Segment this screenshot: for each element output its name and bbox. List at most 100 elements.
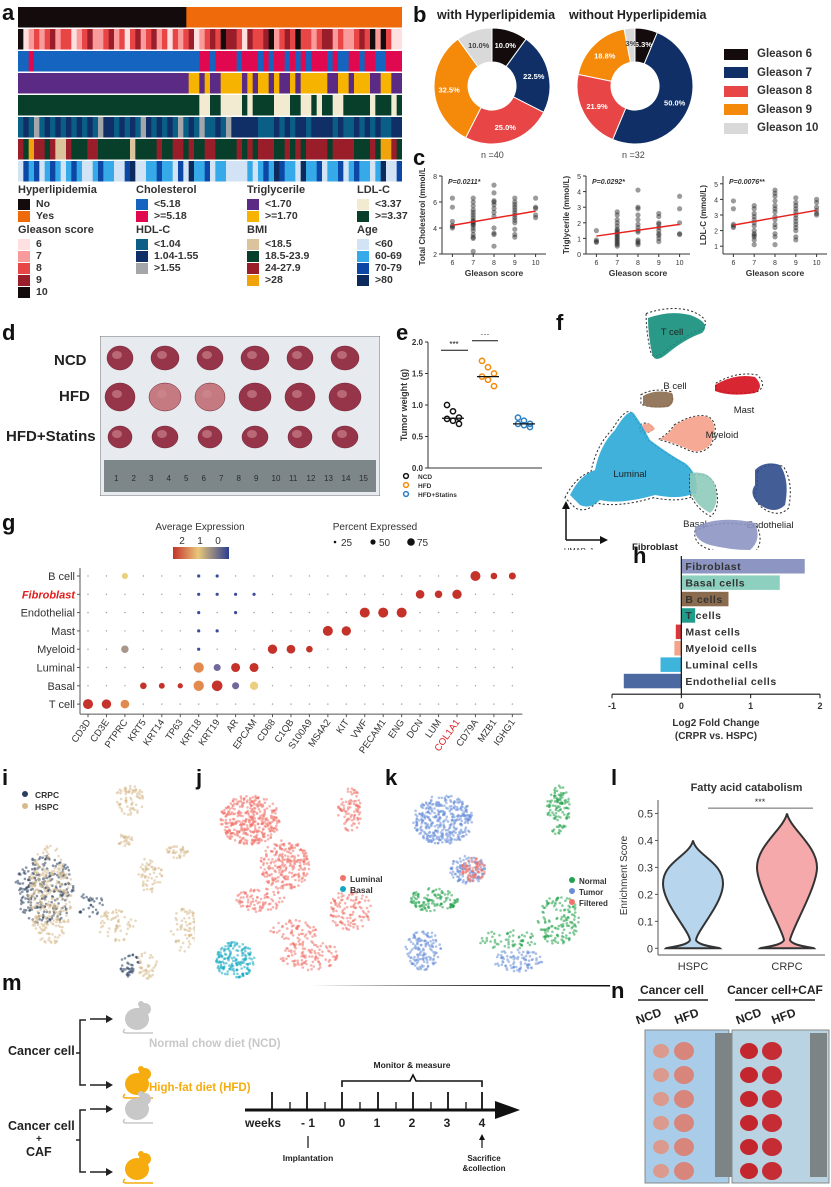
heatmap-cell <box>196 7 203 28</box>
umap-cluster <box>690 472 717 513</box>
heatmap-cell <box>311 117 318 138</box>
umap-point <box>354 902 357 905</box>
umap-point <box>32 920 35 924</box>
legend-swatch <box>247 262 259 274</box>
umap-point <box>129 806 132 810</box>
umap-point <box>436 896 439 900</box>
umap-point <box>64 891 68 895</box>
umap-point <box>563 813 566 816</box>
umap-point <box>316 957 320 960</box>
background-dot <box>456 666 458 669</box>
heatmap-cell <box>370 51 376 72</box>
umap-point <box>423 822 427 825</box>
umap-point <box>487 931 490 935</box>
data-point <box>614 240 620 246</box>
umap-point <box>275 822 279 825</box>
umap-point <box>246 809 249 813</box>
umap-point <box>340 892 343 895</box>
heatmap-cell <box>98 73 104 94</box>
legend-item: 10 <box>18 286 94 298</box>
heatmap-cell <box>316 95 323 116</box>
umap-point <box>269 836 272 839</box>
umap-point <box>344 828 348 831</box>
umap-point <box>130 838 134 842</box>
umap-point <box>562 935 565 939</box>
background-dot <box>345 703 347 705</box>
heatmap-cell <box>167 117 174 138</box>
legend-swatch <box>18 262 30 274</box>
umap-point <box>429 812 432 815</box>
umap-point <box>450 794 453 798</box>
umap-point <box>355 808 358 811</box>
background-dot <box>456 630 458 632</box>
heatmap-cell <box>114 139 120 160</box>
umap-point <box>436 955 440 959</box>
heatmap-cell <box>364 29 371 50</box>
umap-point <box>293 855 296 858</box>
data-point <box>512 231 518 238</box>
umap-point <box>229 802 233 805</box>
umap-point <box>125 790 129 794</box>
background-dot <box>364 593 366 595</box>
umap-point <box>226 805 230 809</box>
umap-point <box>417 895 420 899</box>
heatmap-cell <box>114 95 120 116</box>
umap-point <box>282 883 286 887</box>
data-point <box>635 237 641 243</box>
heatmap-cell <box>380 117 387 138</box>
data-point <box>593 237 599 243</box>
low-expression-dot <box>197 611 201 615</box>
umap-point <box>544 931 547 934</box>
umap-point <box>452 834 455 837</box>
umap-point <box>47 855 50 859</box>
umap-point <box>463 830 467 834</box>
heatmap-cell <box>311 29 318 50</box>
x-axis-label: Gleason score <box>746 268 805 278</box>
umap-point <box>249 834 253 838</box>
heatmap-cell <box>370 95 376 116</box>
umap-point <box>314 928 318 931</box>
umap-point <box>258 810 262 813</box>
heatmap-cell <box>311 73 318 94</box>
umap-point <box>114 930 117 933</box>
heatmap-cell <box>348 139 355 160</box>
umap-point <box>504 938 508 941</box>
data-point <box>470 234 476 240</box>
umap-point <box>131 790 135 793</box>
umap-point <box>464 826 468 829</box>
umap-point <box>482 864 486 868</box>
umap-point <box>238 835 242 839</box>
umap-point <box>485 939 489 942</box>
umap-point <box>269 902 272 905</box>
umap-point <box>423 896 426 900</box>
umap-point <box>296 936 300 940</box>
umap-point <box>503 944 507 948</box>
bar <box>675 624 682 640</box>
umap-point <box>271 876 274 880</box>
umap-point <box>119 797 123 801</box>
umap-point <box>338 905 342 908</box>
heatmap-cell <box>258 139 264 160</box>
umap-point <box>41 905 45 908</box>
umap-point <box>517 935 521 938</box>
umap-point <box>575 929 578 933</box>
umap-point <box>33 924 36 927</box>
umap-point <box>291 941 295 945</box>
data-point <box>470 195 476 201</box>
umap-point <box>477 879 480 883</box>
background-dot <box>179 611 181 614</box>
umap-point <box>357 799 361 802</box>
umap-point <box>249 829 252 833</box>
heatmap-cell <box>199 95 206 116</box>
background-dot <box>327 666 329 669</box>
umap-point <box>533 942 537 946</box>
data-point <box>635 221 641 227</box>
umap-point <box>145 888 149 891</box>
umap-point <box>425 967 428 971</box>
group-label: Cancer cell <box>8 1044 75 1058</box>
umap-point <box>437 813 440 816</box>
umap-point <box>269 908 273 911</box>
umap-point <box>406 952 409 956</box>
umap-point <box>266 908 270 911</box>
heatmap-cell <box>199 73 206 94</box>
